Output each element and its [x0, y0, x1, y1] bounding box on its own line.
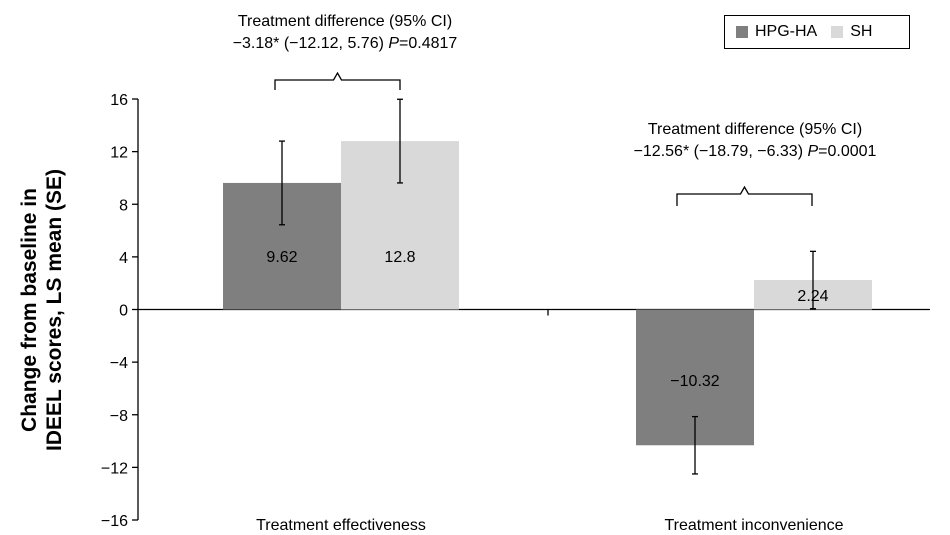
- y-axis-label-line2: IDEEL scores, LS mean (SE): [43, 169, 66, 451]
- error-bar: [279, 140, 285, 226]
- legend-label-sh: SH: [850, 23, 873, 40]
- y-tick-label: −8: [110, 408, 128, 425]
- y-tick-label: −12: [101, 460, 128, 477]
- difference-bracket: [274, 71, 401, 90]
- annotation-effectiveness-line1: Treatment difference (95% CI): [237, 13, 453, 30]
- value-label: 12.8: [384, 249, 415, 266]
- annotation-effectiveness-p-label: P: [388, 35, 400, 52]
- legend-item-sh: SH: [831, 23, 872, 41]
- annotation-inconvenience-p-label: P: [807, 143, 819, 160]
- x-category-label: Treatment inconvenience: [664, 517, 843, 534]
- x-category-label: Treatment effectiveness: [256, 517, 426, 534]
- y-tick-label: 12: [110, 145, 128, 162]
- value-label: 2.24: [797, 288, 828, 305]
- y-tick-label: 8: [119, 197, 128, 214]
- y-axis-label: Change from baseline in IDEEL scores, LS…: [18, 169, 66, 451]
- treatment-difference-annotation-inconvenience: Treatment difference (95% CI) −12.56* (−…: [575, 119, 935, 163]
- value-label: −10.32: [670, 373, 719, 390]
- value-labels: 9.62 −10.32 12.8 2.24: [266, 249, 828, 390]
- y-tick-label: −4: [110, 355, 128, 372]
- legend-item-hpg-ha: HPG-HA: [736, 23, 817, 41]
- annotation-effectiveness-ci: −3.18* (−12.12, 5.76): [232, 35, 389, 52]
- treatment-difference-annotation-effectiveness: Treatment difference (95% CI) −3.18* (−1…: [185, 11, 505, 55]
- annotation-inconvenience-line1: Treatment difference (95% CI): [647, 121, 863, 138]
- bars: [223, 141, 872, 446]
- error-bar: [692, 415, 698, 475]
- error-bars: [279, 98, 816, 475]
- annotation-inconvenience-line2: −12.56* (−18.79, −6.33) P=0.0001: [575, 141, 935, 163]
- difference-bracket: [676, 185, 813, 206]
- legend-swatch-hpg-ha: [736, 26, 748, 38]
- y-tick-label: 0: [119, 303, 128, 320]
- x-category-labels: Treatment effectiveness Treatment inconve…: [256, 517, 844, 534]
- y-ticks: 16 12 8 4 0 −4 −8 −12 −16: [101, 92, 138, 530]
- legend: HPG-HA SH: [724, 15, 910, 49]
- value-label: 9.62: [266, 249, 297, 266]
- difference-brackets: [274, 71, 813, 206]
- y-tick-label: 4: [119, 250, 128, 267]
- annotation-inconvenience-p-value: =0.0001: [818, 143, 877, 160]
- error-bar: [397, 98, 403, 184]
- y-tick-label: 16: [110, 92, 128, 109]
- legend-label-hpg-ha: HPG-HA: [755, 23, 818, 40]
- y-tick-label: −16: [101, 513, 128, 530]
- error-bar: [810, 250, 816, 310]
- annotation-effectiveness-p-value: =0.4817: [399, 35, 458, 52]
- legend-swatch-sh: [831, 26, 844, 38]
- annotation-inconvenience-ci: −12.56* (−18.79, −6.33): [633, 143, 808, 160]
- annotation-effectiveness-line2: −3.18* (−12.12, 5.76) P=0.4817: [185, 33, 505, 55]
- y-axis-label-line1: Change from baseline in: [18, 188, 41, 432]
